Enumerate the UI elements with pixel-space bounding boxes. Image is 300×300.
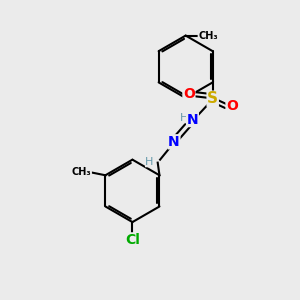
Text: Cl: Cl <box>125 233 140 247</box>
Text: O: O <box>226 99 238 113</box>
Text: H: H <box>179 113 188 123</box>
Text: N: N <box>187 112 198 127</box>
Text: O: O <box>183 87 195 101</box>
Text: H: H <box>145 157 154 167</box>
Text: N: N <box>168 135 180 149</box>
Text: CH₃: CH₃ <box>72 167 92 177</box>
Text: S: S <box>207 91 218 106</box>
Text: CH₃: CH₃ <box>198 31 218 40</box>
